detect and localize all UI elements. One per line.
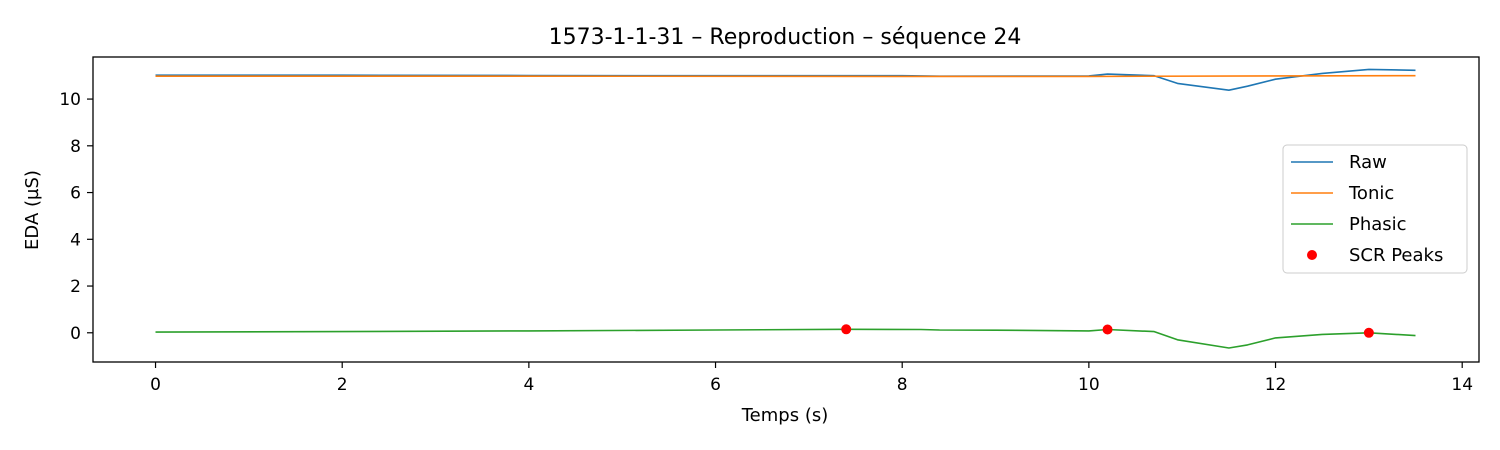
legend-box [1282, 144, 1468, 274]
scr-peaks-point [1363, 327, 1374, 338]
legend-label-scr-peaks: SCR Peaks [1349, 245, 1443, 266]
chart-title: 1573-1-1-31 – Reproduction – séquence 24 [549, 25, 1022, 50]
y-tick-label: 10 [59, 90, 81, 110]
x-tick-label: 2 [337, 375, 348, 395]
plot-area [155, 68, 1416, 349]
scr-peaks-point [1102, 324, 1113, 335]
y-tick-label: 4 [70, 230, 81, 250]
x-tick-label: 0 [150, 375, 161, 395]
legend: Raw Tonic Phasic SCR Peaks [1282, 144, 1468, 274]
x-tick-label: 14 [1451, 375, 1473, 395]
x-tick-label: 4 [523, 375, 534, 395]
axis-ticks: 0 2 4 6 8 10 12 14 0 2 4 6 8 10 [59, 90, 1473, 395]
scr-peaks-point [841, 324, 852, 335]
tonic-series-line [155, 74, 1416, 78]
y-tick-label: 8 [70, 137, 81, 157]
x-tick-label: 12 [1265, 375, 1287, 395]
legend-label-tonic: Tonic [1348, 183, 1394, 204]
y-tick-label: 0 [70, 324, 81, 344]
legend-marker-scr-peaks [1307, 250, 1317, 260]
axes-frame [92, 56, 1480, 363]
y-axis-label: EDA (µS) [22, 170, 43, 250]
phasic-series-line [155, 328, 1416, 349]
x-tick-label: 8 [897, 375, 908, 395]
raw-series-line [155, 68, 1416, 91]
x-tick-label: 6 [710, 375, 721, 395]
legend-label-phasic: Phasic [1349, 214, 1407, 235]
y-tick-label: 6 [70, 184, 81, 204]
x-tick-label: 10 [1078, 375, 1100, 395]
y-tick-label: 2 [70, 277, 81, 297]
legend-label-raw: Raw [1349, 152, 1387, 173]
x-axis-label: Temps (s) [741, 405, 829, 426]
